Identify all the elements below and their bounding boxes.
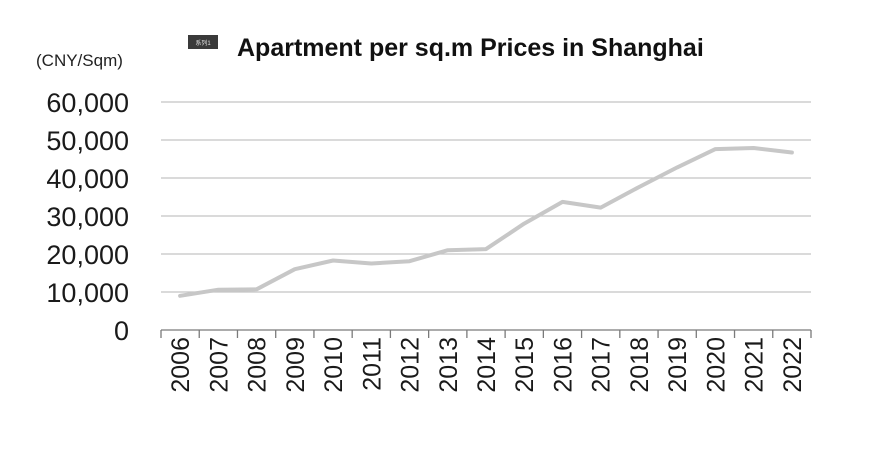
x-tick-label: 2010 xyxy=(320,337,348,393)
y-axis-ticks: 0 10,000 20,000 30,000 40,000 50,000 60,000 xyxy=(46,88,129,346)
x-tick-label: 2012 xyxy=(397,337,425,393)
x-tick-label: 2016 xyxy=(549,337,577,393)
y-tick-label: 30,000 xyxy=(46,202,129,232)
gridlines xyxy=(161,101,811,293)
y-tick-label: 0 xyxy=(114,316,129,346)
legend-marker xyxy=(188,35,218,49)
unit-label: (CNY/Sqm) xyxy=(36,51,123,70)
y-tick-label: 60,000 xyxy=(46,88,129,118)
x-tick-label: 2014 xyxy=(473,337,501,393)
y-tick-label: 20,000 xyxy=(46,240,129,270)
legend: 系列1 xyxy=(188,35,218,49)
legend-marker-text: 系列1 xyxy=(195,39,211,47)
x-tick-label: 2009 xyxy=(282,337,310,393)
series-line xyxy=(178,146,794,298)
x-tick-label: 2015 xyxy=(511,337,539,393)
series xyxy=(178,146,794,298)
chart-title: Apartment per sq.m Prices in Shanghai xyxy=(237,34,704,62)
y-tick-label: 50,000 xyxy=(46,126,129,156)
y-tick-label: 40,000 xyxy=(46,164,129,194)
x-axis-ticks: 2006 2007 2008 2009 2010 2011 2012 2013 2014 2015… xyxy=(160,330,812,393)
x-tick-label: 2018 xyxy=(626,337,654,393)
x-tick-label: 2011 xyxy=(358,337,386,391)
x-tick-label: 2017 xyxy=(588,337,616,393)
y-tick-label: 10,000 xyxy=(46,278,129,308)
x-tick-label: 2008 xyxy=(244,337,272,393)
x-tick-label: 2019 xyxy=(664,337,692,393)
x-tick-label: 2007 xyxy=(205,337,233,393)
x-tick-label: 2013 xyxy=(435,337,463,393)
x-tick-label: 2021 xyxy=(741,337,769,393)
x-tick-label: 2020 xyxy=(702,337,730,393)
x-tick-label: 2006 xyxy=(167,337,195,393)
x-tick-label: 2022 xyxy=(779,337,807,393)
